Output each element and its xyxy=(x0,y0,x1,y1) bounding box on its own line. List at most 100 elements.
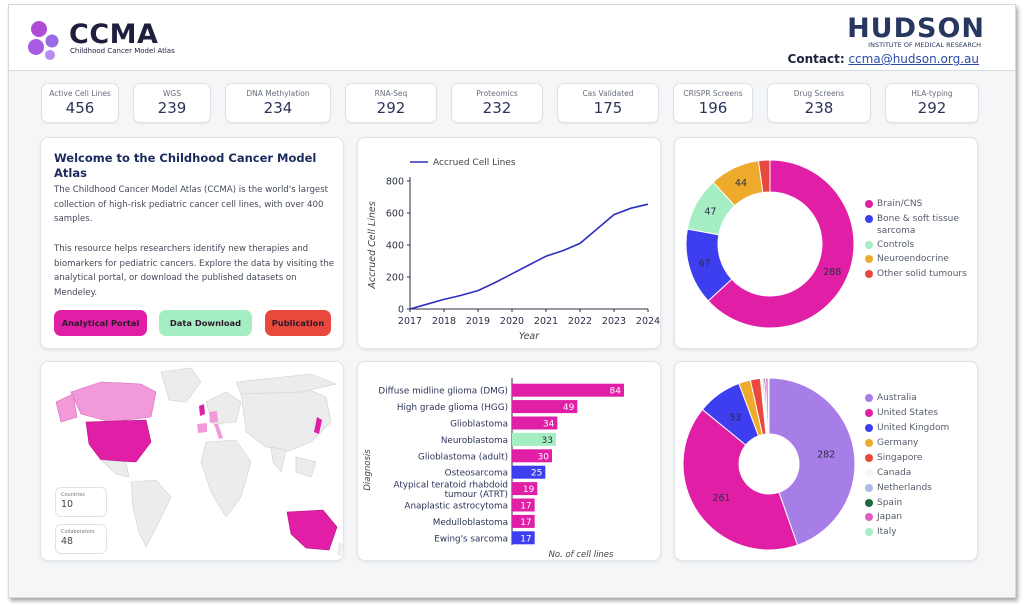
legend-dot xyxy=(865,483,873,492)
world-map xyxy=(55,367,343,557)
category-label: Medulloblastoma xyxy=(433,518,508,528)
collaborators-label: Collaborators xyxy=(61,529,95,535)
bar-osteosarcoma[interactable] xyxy=(512,465,546,479)
stat-value: 292 xyxy=(917,99,947,117)
italy-shape xyxy=(214,424,223,439)
stat-value: 232 xyxy=(482,99,512,117)
new-zealand-shape xyxy=(337,542,343,557)
legend-label: Singapore xyxy=(877,452,923,463)
countries-value: 10 xyxy=(61,499,74,510)
y-tick-label: 800 xyxy=(386,177,404,188)
stat-dna-methylation: DNA Methylation 234 xyxy=(225,83,331,123)
x-tick-label: 2022 xyxy=(568,316,592,327)
category-label: Atypical teratoid rhabdoid xyxy=(393,481,508,491)
legend-label: Accrued Cell Lines xyxy=(433,158,516,168)
slice-label: 44 xyxy=(735,178,747,189)
alaska-shape xyxy=(55,393,78,423)
stat-active-cell-lines: Active Cell Lines 456 xyxy=(41,83,119,123)
bar-value-label: 17 xyxy=(520,518,531,528)
x-tick-label: 2019 xyxy=(466,316,490,327)
stat-crispr-screens: CRISPR Screens 196 xyxy=(673,83,753,123)
slice-label: 288 xyxy=(823,267,841,278)
slice-other-solid-tumours[interactable] xyxy=(757,159,771,194)
bar-value-label: 19 xyxy=(523,485,535,495)
brand-name: CCMA xyxy=(69,19,159,50)
legend-label: Other solid tumours xyxy=(877,268,967,279)
data-download-button[interactable]: Data Download xyxy=(159,310,252,336)
legend-dot xyxy=(865,408,873,417)
country-donut: 282 261 53 xyxy=(682,377,856,551)
contact: Contact: ccma@hudson.org.au xyxy=(788,52,979,66)
slice-brain-cns[interactable] xyxy=(707,159,855,329)
y-axis-title: Accrued Cell Lines xyxy=(367,201,378,289)
countries-label: Countries xyxy=(61,492,85,498)
legend-dot xyxy=(865,438,873,447)
stat-label: Drug Screens xyxy=(793,89,845,98)
contact-email-link[interactable]: ccma@hudson.org.au xyxy=(848,52,979,66)
stat-label: Proteomics xyxy=(476,89,518,98)
bar-glioblastoma[interactable] xyxy=(512,416,558,430)
bar-medulloblastoma[interactable] xyxy=(512,514,535,528)
slice-australia[interactable] xyxy=(768,377,856,546)
legend-dot xyxy=(865,394,873,402)
x-axis-title: Year xyxy=(519,331,540,342)
category-label: tumour (ATRT) xyxy=(445,490,508,500)
legend-dot xyxy=(865,468,873,477)
analytical-portal-button[interactable]: Analytical Portal xyxy=(54,310,147,336)
legend-label: Bone & soft tissue sarcoma xyxy=(877,213,959,236)
japan-shape xyxy=(314,417,322,434)
category-label: Osteosarcoma xyxy=(445,469,508,479)
legend-label: Spain xyxy=(877,497,903,508)
cancer-type-donut: 288 67 47 44 xyxy=(685,159,855,329)
stat-value: 196 xyxy=(698,99,728,117)
slice-label: 261 xyxy=(712,493,730,504)
bar-neuroblastoma[interactable] xyxy=(512,432,556,446)
publication-button[interactable]: Publication xyxy=(265,310,331,336)
legend-dot xyxy=(865,214,873,223)
app-frame: CCMA Childhood Cancer Model Atlas HUDSON… xyxy=(8,4,1016,598)
category-label: Ewing's sarcoma xyxy=(434,534,508,544)
world-map-card: Countries 10 Collaborators 48 xyxy=(40,361,344,561)
legend-dot xyxy=(865,240,873,249)
bar-high-grade-glioma-hgg[interactable] xyxy=(512,400,578,414)
contact-label: Contact: xyxy=(787,52,845,66)
welcome-card: Welcome to the Childhood Cancer Model At… xyxy=(40,137,344,349)
south-america-shape xyxy=(130,479,172,548)
slice-united-states[interactable] xyxy=(682,408,799,551)
collaborators-count: Collaborators 48 xyxy=(55,524,107,554)
legend-dot xyxy=(865,513,873,522)
bar-value-label: 17 xyxy=(520,502,531,512)
legend-label: Canada xyxy=(877,467,912,478)
stat-drug-screens: Drug Screens 238 xyxy=(767,83,871,123)
legend-dot xyxy=(865,498,873,507)
bar-value-label: 30 xyxy=(538,452,550,462)
header: CCMA Childhood Cancer Model Atlas HUDSON… xyxy=(9,5,1015,71)
accrued-cell-lines-series xyxy=(409,203,649,310)
legend-dot xyxy=(865,528,873,537)
uk-shape xyxy=(199,404,205,416)
stat-value: 456 xyxy=(65,99,95,117)
x-tick-label: 2017 xyxy=(398,316,422,327)
bar-atypical-teratoid-rhabdoid-tumour-atrt[interactable] xyxy=(512,482,538,496)
slice-label: 67 xyxy=(699,258,711,269)
africa-shape xyxy=(200,439,252,518)
slice-italy[interactable] xyxy=(767,377,770,435)
bar-anaplastic-astrocytoma[interactable] xyxy=(512,498,535,512)
bar-value-label: 33 xyxy=(542,436,553,446)
bar-ewing-s-sarcoma[interactable] xyxy=(512,531,535,545)
stat-value: 234 xyxy=(263,99,293,117)
diagnosis-bar-chart: 84 Diffuse midline glioma (DMG) 49 High gra… xyxy=(363,378,624,560)
collaborators-value: 48 xyxy=(61,536,74,547)
x-tick-label: 2020 xyxy=(500,316,524,327)
legend-label: Neuroendocrine xyxy=(877,254,949,264)
x-tick-label: 2021 xyxy=(534,316,558,327)
bar-glioblastoma-adult[interactable] xyxy=(512,449,552,463)
slice-label: 47 xyxy=(704,207,716,218)
x-tick-label: 2018 xyxy=(432,316,456,327)
legend-dot xyxy=(865,255,873,263)
category-label: Diffuse midline glioma (DMG) xyxy=(378,387,508,397)
category-label: Glioblastoma xyxy=(450,420,508,430)
bar-diffuse-midline-glioma-dmg[interactable] xyxy=(512,383,624,397)
stat-label: Cas Validated xyxy=(582,89,634,98)
stat-label: RNA-Seq xyxy=(374,89,408,98)
